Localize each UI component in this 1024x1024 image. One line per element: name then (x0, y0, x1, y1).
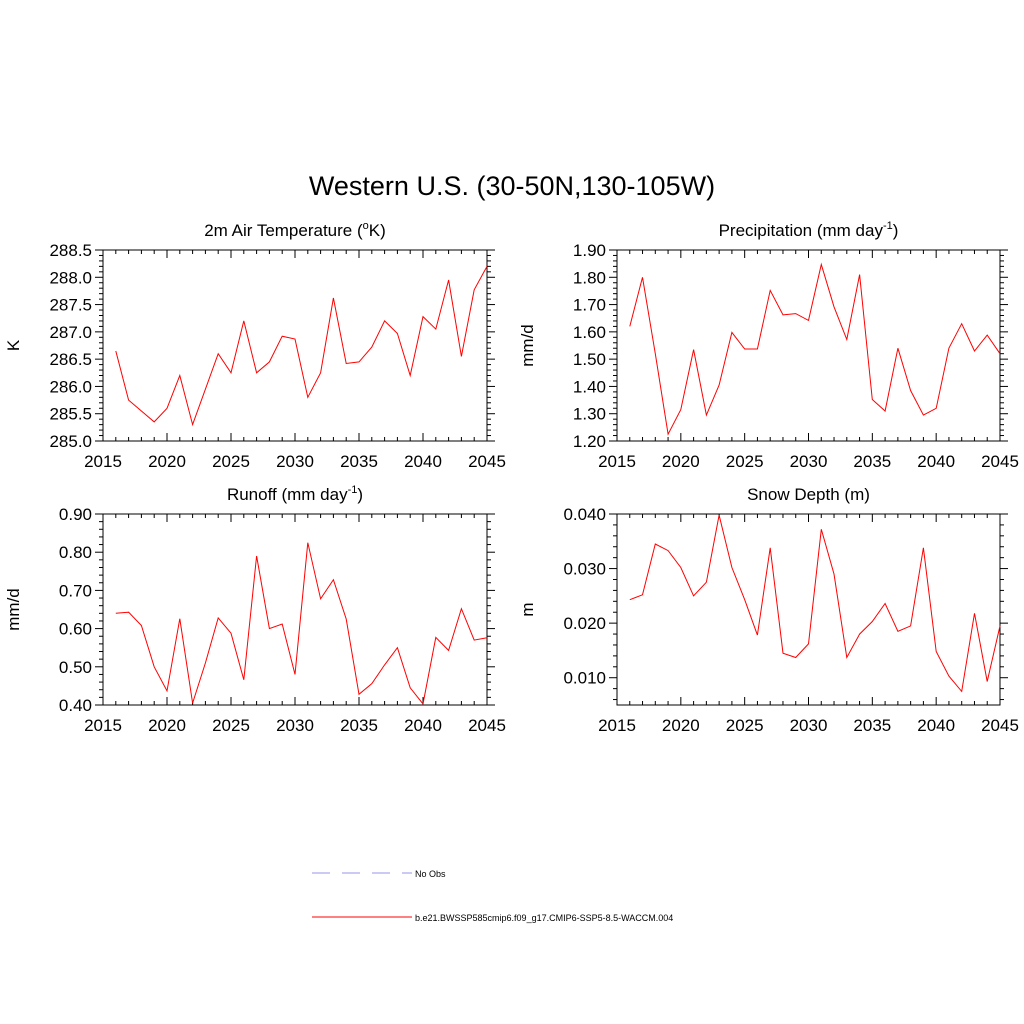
plot-frame (616, 513, 1001, 706)
y-tick-label: 1.30 (573, 405, 606, 424)
x-tick-label: 2045 (981, 452, 1019, 471)
figure-title: Western U.S. (30-50N,130-105W) (309, 171, 715, 201)
x-tick-label: 2045 (981, 716, 1019, 735)
series-line (629, 262, 1001, 436)
y-tick-label: 0.80 (59, 543, 92, 562)
y-tick-label: 0.70 (59, 581, 92, 600)
y-tick-label: 285.0 (49, 432, 92, 451)
y-tick-label: 286.0 (49, 377, 92, 396)
x-tick-label: 2030 (276, 716, 314, 735)
y-tick-label: 0.040 (563, 505, 606, 524)
y-tick-label: 288.5 (49, 241, 92, 260)
panel-precipitation: Precipitation (mm day-1) mm/d 2015 2020 2025… (518, 220, 1019, 471)
y-tick-label: 1.40 (573, 377, 606, 396)
y-axis-label: m (518, 602, 537, 616)
x-tick-label: 2020 (662, 452, 700, 471)
legend-label-model: b.e21.BWSSP585cmip6.f09_g17.CMIP6-SSP5-8… (415, 913, 673, 923)
panel-snow-depth: Snow Depth (m) m 2015 2020 2025 2030 2035 2040 2… (518, 485, 1019, 735)
plot-frame (102, 249, 488, 442)
x-tick-label: 2035 (853, 716, 891, 735)
x-tick-label: 2040 (404, 452, 442, 471)
x-tick-label: 2040 (917, 716, 955, 735)
panel-runoff: Runoff (mm day-1) mm/d 2015 2020 2025 2030 203… (4, 484, 506, 735)
y-tick-label: 1.50 (573, 350, 606, 369)
y-axis-label: K (4, 339, 23, 351)
panel-title: Runoff (mm day-1) (227, 484, 363, 504)
panel-title: 2m Air Temperature (oK) (204, 220, 386, 240)
legend: No Obs b.e21.BWSSP585cmip6.f09_g17.CMIP6… (312, 869, 673, 923)
x-tick-label: 2025 (212, 452, 250, 471)
y-tick-label: 287.0 (49, 323, 92, 342)
y-tick-label: 1.70 (573, 296, 606, 315)
y-tick-label: 0.030 (563, 560, 606, 579)
y-tick-label: 0.90 (59, 505, 92, 524)
y-tick-label: 1.90 (573, 241, 606, 260)
x-tick-label: 2035 (853, 452, 891, 471)
y-tick-label: 1.60 (573, 323, 606, 342)
x-tick-label: 2035 (340, 716, 378, 735)
x-tick-label: 2015 (84, 716, 122, 735)
panel-air-temperature: 2m Air Temperature (oK) K 2015 2020 2025 2030… (4, 220, 506, 471)
x-tick-label: 2030 (276, 452, 314, 471)
x-tick-label: 2020 (148, 452, 186, 471)
plot-frame (616, 249, 1001, 442)
series-line (115, 266, 488, 427)
series-line (115, 542, 488, 706)
y-tick-label: 0.010 (563, 669, 606, 688)
y-tick-label: 287.5 (49, 296, 92, 315)
y-axis-label: mm/d (4, 588, 23, 631)
panel-title: Snow Depth (m) (747, 485, 870, 504)
x-tick-label: 2030 (790, 452, 828, 471)
x-tick-label: 2025 (726, 716, 764, 735)
y-tick-label: 285.5 (49, 405, 92, 424)
x-tick-label: 2020 (662, 716, 700, 735)
x-tick-label: 2045 (468, 452, 506, 471)
y-tick-label: 1.20 (573, 432, 606, 451)
y-tick-label: 286.5 (49, 350, 92, 369)
x-tick-label: 2020 (148, 716, 186, 735)
x-tick-label: 2015 (84, 452, 122, 471)
x-tick-label: 2040 (404, 716, 442, 735)
x-tick-label: 2015 (598, 452, 636, 471)
y-tick-label: 1.80 (573, 268, 606, 287)
y-tick-label: 288.0 (49, 268, 92, 287)
x-tick-label: 2045 (468, 716, 506, 735)
x-tick-label: 2030 (790, 716, 828, 735)
y-tick-label: 0.020 (563, 614, 606, 633)
legend-label-no-obs: No Obs (415, 869, 446, 879)
y-tick-label: 0.40 (59, 696, 92, 715)
x-tick-label: 2035 (340, 452, 378, 471)
y-tick-label: 0.50 (59, 658, 92, 677)
panel-title: Precipitation (mm day-1) (719, 220, 899, 240)
x-tick-label: 2025 (726, 452, 764, 471)
x-tick-label: 2040 (917, 452, 955, 471)
y-tick-label: 0.60 (59, 620, 92, 639)
series-line (629, 514, 1001, 693)
x-tick-label: 2025 (212, 716, 250, 735)
plot-frame (102, 513, 488, 706)
y-axis-label: mm/d (518, 324, 537, 367)
x-tick-label: 2015 (598, 716, 636, 735)
